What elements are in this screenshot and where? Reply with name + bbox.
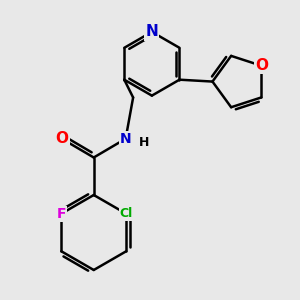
Text: N: N bbox=[146, 24, 158, 39]
Text: O: O bbox=[56, 131, 68, 146]
Text: Cl: Cl bbox=[120, 207, 133, 220]
Text: N: N bbox=[120, 132, 131, 146]
Text: O: O bbox=[255, 58, 268, 73]
Text: F: F bbox=[56, 207, 66, 221]
Text: H: H bbox=[139, 136, 150, 149]
